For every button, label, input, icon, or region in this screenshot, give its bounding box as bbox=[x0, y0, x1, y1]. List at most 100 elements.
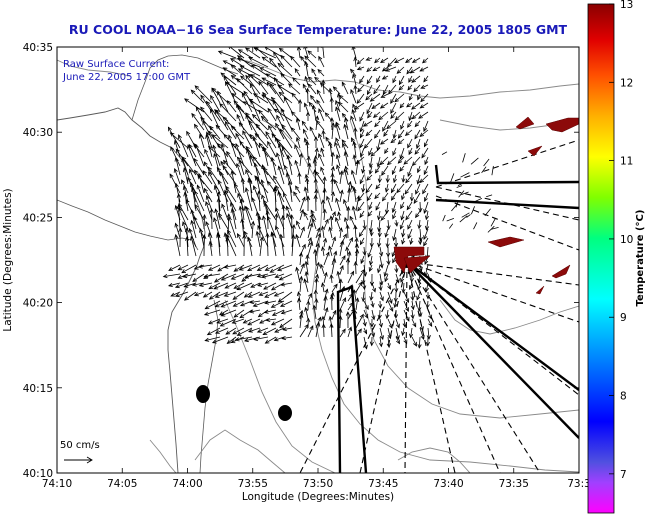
current-vector-head bbox=[364, 305, 369, 311]
current-vector bbox=[357, 57, 365, 65]
current-vector bbox=[265, 131, 277, 149]
current-vector-head bbox=[291, 234, 296, 239]
current-vector bbox=[353, 155, 357, 167]
current-vector-head bbox=[366, 90, 371, 96]
current-vector-head bbox=[213, 278, 219, 283]
current-vector-head bbox=[306, 317, 311, 323]
current-vector bbox=[315, 278, 318, 293]
current-vector-head bbox=[330, 165, 335, 171]
current-vector-head bbox=[376, 162, 381, 168]
current-vector-head bbox=[306, 155, 311, 161]
current-vector-head bbox=[384, 67, 390, 72]
current-vector-head bbox=[329, 97, 334, 102]
current-vector-head bbox=[325, 251, 330, 257]
current-vector bbox=[362, 183, 365, 192]
current-vector-head bbox=[265, 317, 271, 322]
current-vector bbox=[427, 309, 432, 319]
current-vector-head bbox=[332, 236, 337, 242]
current-vector bbox=[273, 175, 285, 194]
current-vector-head bbox=[381, 75, 387, 80]
current-vector-head bbox=[185, 236, 190, 241]
current-vector-head bbox=[419, 104, 425, 109]
current-vector-head bbox=[193, 265, 199, 270]
current-vector bbox=[225, 121, 237, 140]
current-vector bbox=[354, 225, 357, 239]
current-vector-head bbox=[330, 172, 335, 178]
y-tick-label: 40:35 bbox=[23, 42, 53, 54]
current-vector-head bbox=[276, 138, 281, 144]
current-vector bbox=[341, 139, 349, 149]
current-vector-head bbox=[351, 137, 355, 143]
current-vector-head bbox=[253, 47, 259, 52]
current-vector-head bbox=[367, 252, 372, 258]
current-vector bbox=[233, 264, 245, 272]
current-vector-head bbox=[363, 144, 369, 149]
current-vector-head bbox=[362, 225, 367, 231]
current-vector bbox=[373, 111, 381, 118]
current-vector-head bbox=[353, 56, 358, 62]
current-vector bbox=[423, 165, 429, 175]
current-vector-head bbox=[173, 139, 178, 145]
current-vector bbox=[427, 327, 430, 339]
current-vector-head bbox=[181, 269, 187, 274]
current-vector bbox=[336, 154, 341, 167]
current-vector-head bbox=[214, 293, 220, 298]
current-vector-head bbox=[247, 267, 252, 272]
current-vector-head bbox=[277, 298, 283, 303]
current-vector-head bbox=[404, 131, 410, 136]
current-vector-head bbox=[210, 94, 215, 100]
current-vector bbox=[352, 47, 357, 59]
current-vector-head bbox=[230, 275, 236, 280]
current-vector-head bbox=[407, 143, 412, 149]
current-vector-head bbox=[162, 273, 168, 279]
current-vector bbox=[415, 210, 421, 218]
current-vector-head bbox=[352, 154, 357, 160]
current-vector-head bbox=[298, 251, 303, 257]
current-vector-head bbox=[241, 277, 247, 282]
current-vector bbox=[379, 282, 382, 291]
current-vector-head bbox=[193, 123, 199, 129]
current-vector-head bbox=[330, 191, 335, 197]
current-vector-head bbox=[303, 128, 307, 134]
current-vector bbox=[267, 108, 277, 122]
current-vector bbox=[356, 93, 365, 104]
current-vector bbox=[390, 93, 397, 104]
current-vector-head bbox=[257, 215, 262, 221]
current-vector-head bbox=[389, 307, 394, 312]
current-vector-head bbox=[395, 278, 400, 284]
current-vector-head bbox=[204, 148, 209, 154]
current-vector-head bbox=[332, 86, 338, 91]
current-vector bbox=[419, 174, 429, 183]
current-vector-head bbox=[421, 153, 426, 159]
current-vector bbox=[375, 183, 381, 190]
current-vector bbox=[366, 75, 373, 84]
current-vector-head bbox=[378, 303, 383, 309]
current-vector-head bbox=[262, 91, 267, 97]
current-vector bbox=[254, 175, 269, 194]
current-vector-head bbox=[318, 153, 323, 158]
current-vector bbox=[217, 234, 221, 257]
current-vector bbox=[203, 214, 205, 230]
current-vector-head bbox=[182, 221, 186, 227]
current-vector bbox=[299, 276, 302, 293]
current-vector-head bbox=[193, 158, 198, 163]
current-vector-head bbox=[347, 180, 352, 186]
current-vector-head bbox=[319, 82, 325, 88]
current-vector bbox=[258, 191, 261, 212]
current-vector bbox=[322, 130, 325, 140]
current-vector bbox=[227, 230, 237, 248]
current-vector-head bbox=[367, 113, 372, 119]
current-vector bbox=[303, 129, 309, 140]
current-vector bbox=[252, 114, 269, 131]
current-vector-head bbox=[170, 292, 176, 297]
current-vector bbox=[323, 219, 329, 230]
current-vector bbox=[214, 273, 229, 283]
current-vector-head bbox=[417, 285, 422, 291]
current-vector-head bbox=[406, 205, 411, 211]
current-vector-head bbox=[348, 326, 353, 332]
current-vector-head bbox=[362, 122, 368, 127]
current-vector-head bbox=[321, 315, 326, 321]
current-vector bbox=[307, 83, 317, 95]
current-vector-head bbox=[263, 309, 269, 314]
colorbar-tick-label: 9 bbox=[620, 312, 627, 324]
